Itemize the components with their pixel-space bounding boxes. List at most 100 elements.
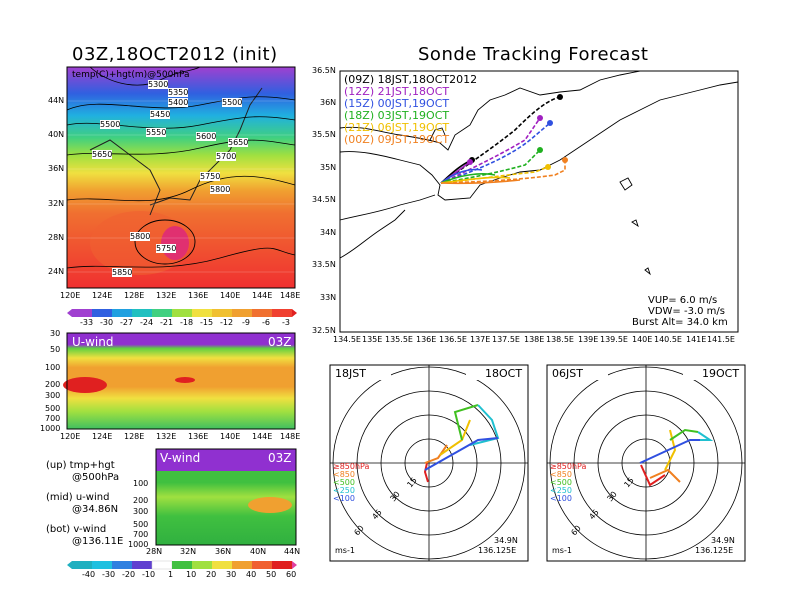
level-legend: <500 bbox=[333, 478, 355, 487]
lon-tick: 141E bbox=[686, 335, 707, 344]
level-legend: <250 bbox=[550, 486, 572, 495]
colorbar-tick: -20 bbox=[122, 570, 136, 579]
lat-tick: 33N bbox=[320, 293, 337, 302]
lat-tick: 28N bbox=[48, 233, 65, 242]
level-legend: ≥850hPa bbox=[550, 462, 587, 471]
lon-tick: 120E bbox=[60, 432, 81, 441]
lat-tick: 35.5N bbox=[312, 130, 336, 139]
level-legend: <100 bbox=[333, 494, 355, 503]
pressure-tick: 700 bbox=[133, 530, 149, 539]
lon-tick: 141.5E bbox=[707, 335, 735, 344]
lat-tick: 33.5N bbox=[312, 260, 336, 269]
lon-tick: 132E bbox=[156, 291, 177, 300]
u-wind-time: 03Z bbox=[268, 335, 292, 349]
colorbar-tick: 60 bbox=[286, 570, 297, 579]
height-label: 5650 bbox=[92, 150, 113, 159]
legend-entry: (12Z) 21JST,18OCT bbox=[344, 85, 450, 98]
colorbar-tick: -15 bbox=[200, 318, 214, 327]
level-legend: <500 bbox=[550, 478, 572, 487]
level-legend: <850 bbox=[550, 470, 572, 479]
legend-entry: (15Z) 00JST,19OCT bbox=[344, 97, 450, 110]
height-label: 5400 bbox=[168, 98, 189, 107]
lon-tick: 128E bbox=[124, 432, 145, 441]
map-variable-label: temp(C)+hgt(m)@500hPa bbox=[72, 70, 190, 80]
lon-tick: 120E bbox=[60, 291, 81, 300]
u-wind-label: U-wind bbox=[72, 335, 114, 349]
lon-tick: 139E bbox=[578, 335, 599, 344]
v-wind-section bbox=[155, 448, 297, 546]
pressure-tick: 30 bbox=[50, 329, 61, 338]
height-label: 5650 bbox=[228, 138, 249, 147]
colorbar-tick: -10 bbox=[142, 570, 156, 579]
colorbar-tick: 1 bbox=[168, 570, 174, 579]
hodograph-left bbox=[329, 364, 529, 562]
lon-tick: 140E bbox=[220, 291, 241, 300]
colorbar-tick: -40 bbox=[82, 570, 96, 579]
lon-tick: 128E bbox=[124, 291, 145, 300]
pressure-tick: 50 bbox=[50, 345, 61, 354]
lat-tick: 24N bbox=[48, 267, 65, 276]
lon-tick: 144E bbox=[252, 291, 273, 300]
colorbar-tick: -27 bbox=[120, 318, 134, 327]
height-label: 5350 bbox=[168, 88, 189, 97]
pressure-tick: 500 bbox=[133, 520, 149, 529]
lon-tick: 134.5E bbox=[333, 335, 361, 344]
colorbar-tick: -18 bbox=[180, 318, 194, 327]
height-label: 5850 bbox=[112, 268, 133, 277]
level-legend: <850 bbox=[333, 470, 355, 479]
height-label: 5300 bbox=[148, 80, 169, 89]
height-label: 5600 bbox=[196, 132, 217, 141]
lat-tick: 40N bbox=[48, 130, 65, 139]
hodo-right-unit: ms-1 bbox=[552, 546, 572, 555]
descent-speed: VDW= -3.0 m/s bbox=[648, 306, 725, 317]
track-map bbox=[339, 70, 739, 333]
note-mid-level: @34.86N bbox=[72, 504, 119, 515]
lon-tick: 135.5E bbox=[385, 335, 413, 344]
height-label: 5750 bbox=[156, 244, 177, 253]
lon-tick: 124E bbox=[92, 291, 113, 300]
lon-tick: 137E bbox=[470, 335, 491, 344]
lon-tick: 136E bbox=[416, 335, 437, 344]
colorbar-tick: -30 bbox=[102, 570, 116, 579]
colorbar-tick: -24 bbox=[140, 318, 154, 327]
lon-tick: 137.5E bbox=[492, 335, 520, 344]
legend-entry: (00Z) 09JST,19OCT bbox=[344, 133, 450, 146]
legend-entry: (18Z) 03JST,19OCT bbox=[344, 109, 450, 122]
lat-tick: 40N bbox=[250, 547, 267, 556]
lat-tick: 35N bbox=[320, 163, 337, 172]
height-label: 5550 bbox=[146, 128, 167, 137]
lon-tick: 148E bbox=[280, 291, 301, 300]
pressure-tick: 500 bbox=[45, 404, 61, 413]
hodo-left-date: 18OCT bbox=[485, 367, 523, 380]
ascent-speed: VUP= 6.0 m/s bbox=[648, 295, 718, 306]
lon-tick: 132E bbox=[156, 432, 177, 441]
legend-entry: (21Z) 06JST,19OCT bbox=[344, 121, 450, 134]
hodo-left-lon: 136.125E bbox=[478, 546, 517, 555]
pressure-tick: 100 bbox=[45, 363, 61, 372]
lon-tick: 135E bbox=[362, 335, 383, 344]
burst-altitude: Burst Alt= 34.0 km bbox=[632, 317, 728, 328]
pressure-tick: 700 bbox=[45, 414, 61, 423]
colorbar-tick: -9 bbox=[242, 318, 250, 327]
hodograph-right bbox=[546, 364, 746, 562]
lon-tick: 140.5E bbox=[654, 335, 682, 344]
colorbar-tick: 50 bbox=[266, 570, 277, 579]
colorbar-tick: -33 bbox=[80, 318, 94, 327]
height-label: 5700 bbox=[216, 152, 237, 161]
colorbar-tick: 20 bbox=[206, 570, 217, 579]
pressure-tick: 300 bbox=[133, 507, 149, 516]
lat-tick: 28N bbox=[146, 547, 163, 556]
lat-tick: 44N bbox=[48, 96, 65, 105]
note-bot: (bot) v-wind bbox=[46, 524, 107, 535]
lat-tick: 36N bbox=[215, 547, 232, 556]
hodo-right-date: 19OCT bbox=[702, 367, 740, 380]
colorbar-tick: 30 bbox=[226, 570, 237, 579]
note-up: (up) tmp+hgt bbox=[46, 460, 115, 471]
note-mid: (mid) u-wind bbox=[46, 492, 110, 503]
hodo-right-lat: 34.9N bbox=[711, 536, 735, 545]
height-label: 5500 bbox=[222, 98, 243, 107]
lat-tick: 36N bbox=[48, 164, 65, 173]
lat-tick: 34.5N bbox=[312, 195, 336, 204]
left-title: 03Z,18OCT2012 (init) bbox=[72, 44, 278, 65]
lat-tick: 44N bbox=[284, 547, 301, 556]
